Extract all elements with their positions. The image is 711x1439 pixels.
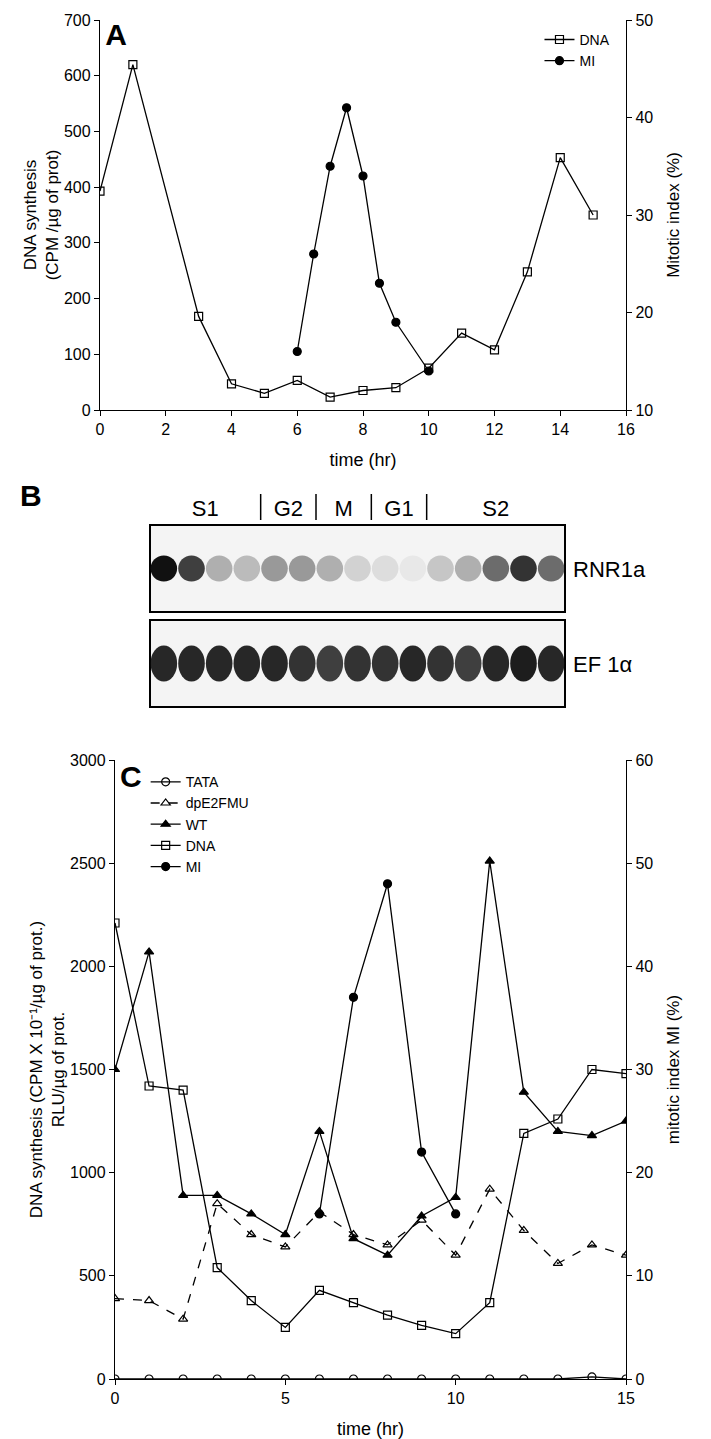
svg-text:MI: MI	[186, 859, 202, 875]
svg-text:S2: S2	[482, 496, 509, 521]
svg-text:10: 10	[635, 1267, 653, 1284]
svg-text:0: 0	[111, 1390, 120, 1407]
svg-text:16: 16	[617, 421, 635, 438]
svg-text:DNA: DNA	[579, 32, 609, 48]
svg-text:12: 12	[486, 421, 504, 438]
svg-text:30: 30	[635, 207, 653, 224]
svg-text:40: 40	[635, 958, 653, 975]
svg-text:500: 500	[64, 123, 91, 140]
svg-text:B: B	[20, 479, 42, 512]
svg-text:G2: G2	[274, 496, 303, 521]
svg-text:50: 50	[635, 12, 653, 29]
svg-text:3000: 3000	[70, 752, 106, 769]
svg-text:2500: 2500	[70, 855, 106, 872]
svg-text:400: 400	[64, 179, 91, 196]
svg-text:200: 200	[64, 290, 91, 307]
svg-text:600: 600	[64, 67, 91, 84]
svg-text:2: 2	[161, 421, 170, 438]
svg-text:700: 700	[64, 12, 91, 29]
svg-text:15: 15	[617, 1390, 635, 1407]
svg-text:A: A	[105, 18, 127, 51]
svg-text:5: 5	[281, 1390, 290, 1407]
svg-text:100: 100	[64, 346, 91, 363]
svg-text:Mitotic index (%): Mitotic index (%)	[664, 152, 683, 278]
svg-text:500: 500	[79, 1267, 106, 1284]
svg-text:2000: 2000	[70, 958, 106, 975]
svg-text:C: C	[120, 760, 142, 793]
svg-text:50: 50	[635, 855, 653, 872]
svg-text:S1: S1	[192, 496, 219, 521]
svg-text:60: 60	[635, 752, 653, 769]
svg-text:300: 300	[64, 234, 91, 251]
svg-text:time (hr): time (hr)	[337, 1419, 404, 1439]
svg-text:DNA: DNA	[186, 838, 216, 854]
svg-text:MI: MI	[579, 53, 595, 69]
svg-text:TATA: TATA	[186, 774, 219, 790]
svg-text:20: 20	[635, 304, 653, 321]
svg-text:4: 4	[227, 421, 236, 438]
svg-text:1000: 1000	[70, 1164, 106, 1181]
svg-text:30: 30	[635, 1061, 653, 1078]
svg-text:mitotic index MI (%): mitotic index MI (%)	[664, 995, 683, 1144]
svg-text:0: 0	[97, 1371, 106, 1388]
svg-text:WT: WT	[186, 817, 208, 833]
svg-text:40: 40	[635, 109, 653, 126]
svg-text:0: 0	[635, 1371, 644, 1388]
svg-text:RNR1a: RNR1a	[573, 557, 646, 582]
svg-text:DNA synthesis(CPM /µg of prot): DNA synthesis(CPM /µg of prot)	[21, 150, 62, 281]
svg-text:EF 1α: EF 1α	[573, 652, 632, 677]
svg-text:8: 8	[359, 421, 368, 438]
svg-text:0: 0	[82, 402, 91, 419]
svg-text:10: 10	[447, 1390, 465, 1407]
svg-text:M: M	[335, 496, 353, 521]
svg-text:0: 0	[96, 421, 105, 438]
svg-text:G1: G1	[384, 496, 413, 521]
svg-text:14: 14	[551, 421, 569, 438]
svg-text:10: 10	[635, 402, 653, 419]
svg-text:20: 20	[635, 1164, 653, 1181]
svg-text:dpE2FMU: dpE2FMU	[186, 795, 249, 811]
svg-text:10: 10	[420, 421, 438, 438]
svg-text:DNA synthesis (CPM X 10⁻¹/µg o: DNA synthesis (CPM X 10⁻¹/µg of prot.)RL…	[27, 921, 68, 1218]
svg-text:6: 6	[293, 421, 302, 438]
svg-text:1500: 1500	[70, 1061, 106, 1078]
svg-text:time (hr): time (hr)	[330, 450, 397, 470]
